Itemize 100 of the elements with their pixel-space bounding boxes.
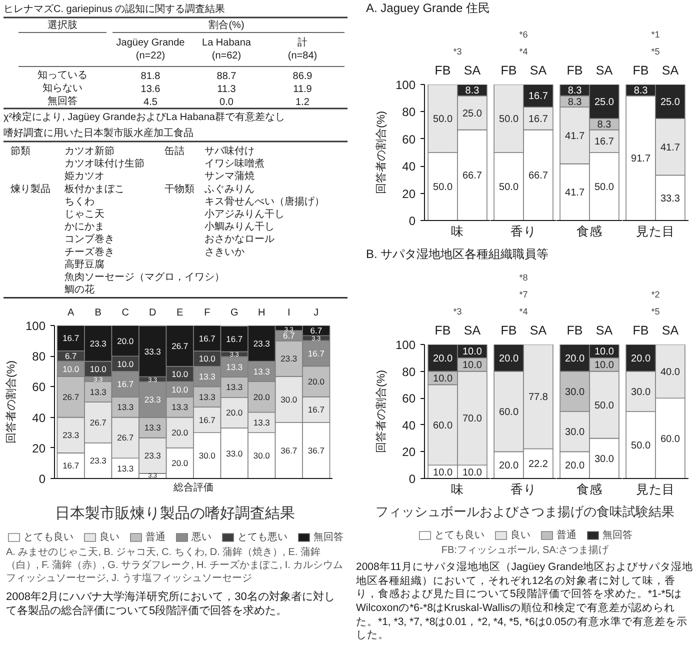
x-axis-title: 総合評価 xyxy=(172,482,214,494)
x-tick-label: B xyxy=(94,308,102,318)
text: ヒレナマズC. gariepinus の認知に関する調査結果 xyxy=(4,3,226,15)
text: La Habana (n=62) xyxy=(202,38,252,62)
text: *5 xyxy=(651,306,660,316)
data-label: 6.7 xyxy=(310,325,322,336)
data-label: 40.0 xyxy=(660,366,680,378)
data-label: 60.0 xyxy=(433,420,453,432)
data-label: 50.0 xyxy=(594,182,614,193)
text: *4 xyxy=(519,46,528,56)
data-label: 23.3 xyxy=(90,456,107,466)
legend-label: 悪い xyxy=(192,531,212,544)
y-tick-label: 100 xyxy=(395,78,416,92)
data-label: 16.7 xyxy=(528,91,548,102)
x-tick-label: F xyxy=(204,308,210,318)
y-tick-label: 80 xyxy=(402,364,416,379)
data-label: 13.3 xyxy=(226,382,243,392)
data-label: 13.3 xyxy=(198,392,216,402)
x-tick-label: FB xyxy=(500,64,517,78)
series-label: Jagüey Grande (n=22) xyxy=(116,38,186,62)
data-label: 88.7 xyxy=(216,71,237,82)
data-label: 41.7 xyxy=(660,142,680,154)
text: 割合(%) xyxy=(208,19,244,31)
x-tick-label: FB xyxy=(434,64,451,78)
data-label: 91.7 xyxy=(631,154,651,165)
data-label: 81.8 xyxy=(140,71,161,82)
text: *1 xyxy=(651,30,660,40)
data-label: 20.0 xyxy=(433,353,453,364)
legend-label: 無回答 xyxy=(314,531,344,544)
data-label: 11.9 xyxy=(293,84,312,95)
data-label: 16.7 xyxy=(198,333,216,344)
x-tick-label: SA xyxy=(464,324,482,338)
y-tick-label: 40 xyxy=(32,410,46,425)
data-label: 13.3 xyxy=(226,362,243,372)
data-label: 13.3 xyxy=(144,422,162,433)
data-label: 0.0 xyxy=(220,97,234,108)
data-label: 33.3 xyxy=(660,193,680,204)
data-label: 20.0 xyxy=(565,353,585,364)
data-label: 1.2 xyxy=(296,97,310,108)
data-label: 33.3 xyxy=(144,346,162,356)
data-label: 50.0 xyxy=(631,440,651,452)
data-label: 10.0 xyxy=(172,369,188,379)
x-tick-label: SA xyxy=(662,64,680,78)
data-label: 10.0 xyxy=(62,364,80,374)
data-label: 8.3 xyxy=(568,96,582,108)
x-tick-label: C xyxy=(122,308,129,318)
y-tick-label: 40 xyxy=(402,160,416,174)
data-label: 26.7 xyxy=(62,392,80,402)
data-label: 10.0 xyxy=(117,358,134,369)
legend-label: 無回答 xyxy=(602,529,632,542)
data-label: 20.0 xyxy=(308,376,325,386)
data-label: 20.0 xyxy=(172,458,188,468)
text: *8 xyxy=(519,272,528,282)
y-tick-label: 60 xyxy=(32,380,46,394)
x-tick-label: FB xyxy=(500,324,517,338)
legend-label: とても悪い xyxy=(238,531,288,544)
data-label: 10.0 xyxy=(462,467,482,478)
text: じゃこ天 小アジみりん干し xyxy=(64,209,284,220)
data-label: 25.0 xyxy=(462,108,482,120)
x-tick-label: FB xyxy=(566,64,583,78)
data-label: 16.7 xyxy=(62,460,80,471)
x-tick-label: E xyxy=(176,308,184,318)
data-label: 23.3 xyxy=(90,338,107,348)
x-tick-label: SA xyxy=(596,64,614,78)
data-label: 10.0 xyxy=(462,346,482,358)
y-tick-label: 20 xyxy=(402,445,416,460)
data-label: 50.0 xyxy=(433,182,453,193)
data-label: 41.7 xyxy=(565,188,585,199)
data-label: 60.0 xyxy=(660,434,680,445)
data-label: 70.0 xyxy=(462,414,482,425)
data-label: 6.7 xyxy=(64,351,78,362)
y-tick-label: 20 xyxy=(402,186,416,201)
text: *3 xyxy=(453,46,462,56)
text: 高野豆腐 xyxy=(64,258,104,270)
data-label: 50.0 xyxy=(499,182,519,193)
data-label: 4.5 xyxy=(144,97,158,108)
data-label: 23.3 xyxy=(144,450,162,461)
text: かにかま 小鯛みりん干し xyxy=(64,222,274,233)
text: *2 xyxy=(651,290,660,300)
legend-label: 良い xyxy=(510,528,530,542)
y-tick-label: 0 xyxy=(38,472,46,486)
text: フィッシュボールおよびさつま揚げの食味試験結果 xyxy=(374,504,676,521)
data-label: 50.0 xyxy=(499,114,519,125)
data-label: 16.7 xyxy=(308,348,325,358)
x-tick-label: I xyxy=(288,308,290,318)
data-label: 20.0 xyxy=(631,353,651,364)
data-label: 6.7 xyxy=(282,330,296,341)
data-label: 36.7 xyxy=(280,445,298,456)
data-label: 20.0 xyxy=(226,408,243,418)
y-tick-label: 100 xyxy=(25,319,46,333)
category-label: 知っている xyxy=(38,69,88,81)
data-label: 16.7 xyxy=(528,114,548,125)
y-tick-label: 40 xyxy=(402,418,416,432)
x-tick-label: FB xyxy=(434,324,451,338)
x-axis-title: 食感 xyxy=(576,224,602,238)
text: *7 xyxy=(519,290,528,300)
x-axis-title: 香り xyxy=(510,482,536,496)
data-label: 20.0 xyxy=(499,460,519,472)
text: 姫カツオ サンマ蒲焼 xyxy=(64,171,254,182)
text: 嗜好調査に用いた日本製市販水産加工食品 xyxy=(4,127,194,139)
